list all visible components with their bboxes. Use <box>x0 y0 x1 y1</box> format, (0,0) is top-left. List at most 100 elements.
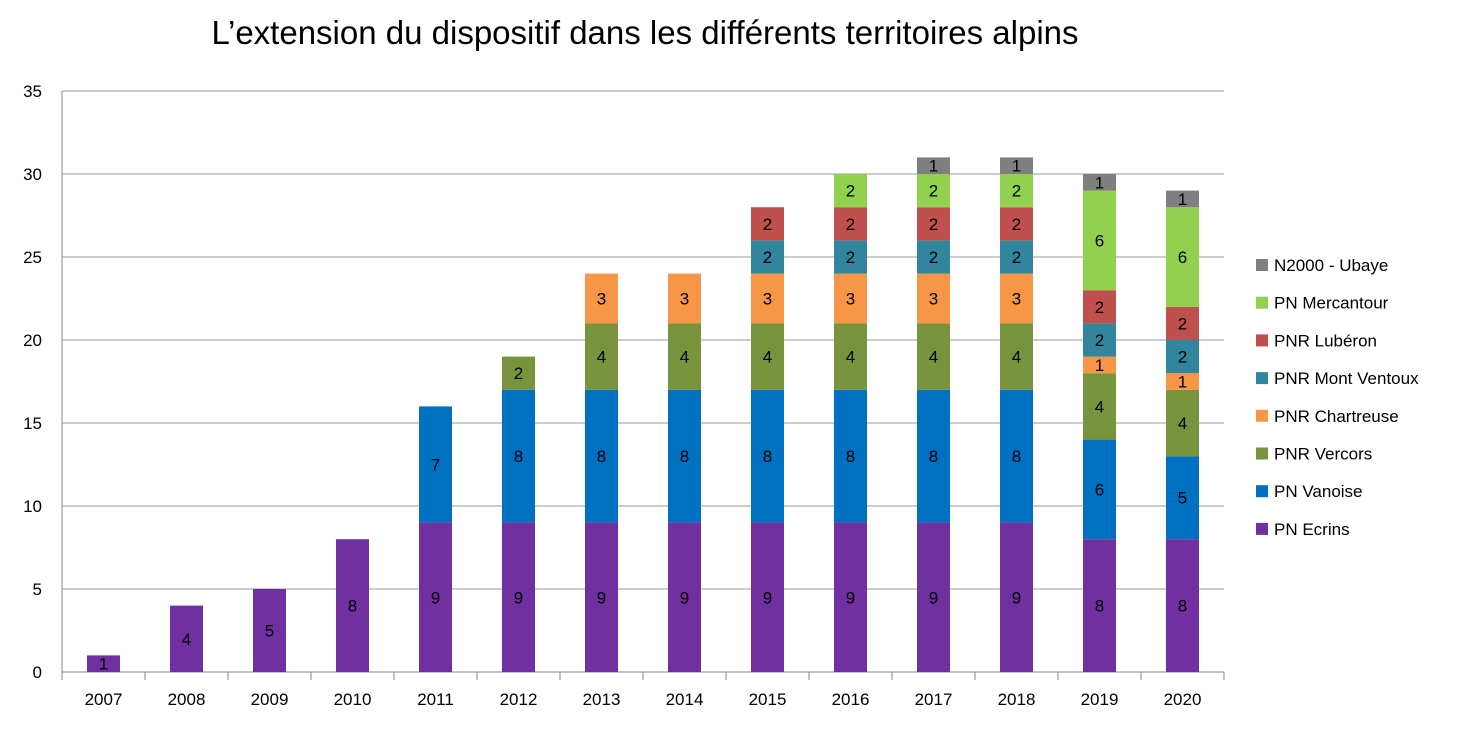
data-label: 1 <box>929 157 938 176</box>
data-label: 8 <box>1178 597 1187 616</box>
bar-segment <box>1083 174 1116 191</box>
bar-segment <box>917 323 950 390</box>
bar-segment <box>419 406 452 523</box>
data-label: 9 <box>763 588 772 607</box>
bar-segment <box>751 389 784 523</box>
data-label: 2 <box>1095 298 1104 317</box>
bar-segment <box>917 240 950 274</box>
x-tick-label: 2019 <box>1081 690 1119 709</box>
data-label: 3 <box>597 290 606 309</box>
bar-segment <box>1000 240 1033 274</box>
bar-segment <box>834 323 867 390</box>
legend-swatch <box>1256 522 1268 535</box>
data-label: 4 <box>763 348 772 367</box>
x-tick-label: 2012 <box>500 690 538 709</box>
legend-swatch <box>1256 485 1268 498</box>
data-label: 9 <box>1012 588 1021 607</box>
bar-segment <box>917 174 950 208</box>
data-label: 8 <box>929 447 938 466</box>
x-tick-label: 2011 <box>417 690 454 709</box>
data-label: 2 <box>1095 331 1104 350</box>
data-label: 8 <box>846 447 855 466</box>
bar-segment <box>585 389 618 523</box>
bar-segment <box>1083 373 1116 440</box>
legend-swatch <box>1256 259 1268 271</box>
data-label: 5 <box>265 622 274 641</box>
bar-segment <box>834 240 867 274</box>
bar-segment <box>834 522 867 672</box>
data-label: 2 <box>1012 215 1021 234</box>
bar-segment <box>1166 190 1199 208</box>
data-label: 3 <box>846 290 855 309</box>
data-label: 2 <box>929 215 938 234</box>
data-label: 4 <box>929 348 938 367</box>
data-label: 2 <box>763 248 772 267</box>
data-label: 4 <box>680 348 689 367</box>
bar-segment <box>1000 174 1033 208</box>
bar-segment <box>668 522 701 672</box>
data-label: 2 <box>846 215 855 234</box>
data-label: 4 <box>182 630 191 649</box>
bar-segment <box>917 157 950 174</box>
bar-segment <box>668 323 701 390</box>
data-label: 4 <box>1095 397 1104 416</box>
bar-segment <box>1083 290 1116 324</box>
data-label: 2 <box>1178 314 1187 333</box>
bar-segment <box>1166 306 1199 340</box>
bar-segment <box>1000 207 1033 241</box>
bar-segment <box>751 323 784 390</box>
bar-segment <box>1083 356 1116 374</box>
data-label: 3 <box>1012 290 1021 309</box>
legend-label: N2000 - Ubaye <box>1274 256 1388 275</box>
bar-segment <box>1000 157 1033 174</box>
legend-swatch <box>1256 447 1268 460</box>
bar-segment <box>1000 389 1033 523</box>
data-label: 4 <box>597 348 606 367</box>
data-label: 9 <box>680 588 689 607</box>
data-label: 3 <box>680 290 689 309</box>
bar-segment <box>917 273 950 324</box>
bar-segment <box>1000 522 1033 672</box>
bar-segment <box>1000 273 1033 324</box>
bar-segment <box>419 522 452 672</box>
data-label: 2 <box>846 248 855 267</box>
bar-segment <box>668 389 701 523</box>
x-tick-label: 2017 <box>915 690 953 709</box>
data-label: 6 <box>1178 248 1187 267</box>
data-label: 2 <box>929 182 938 201</box>
x-tick-label: 2007 <box>85 690 123 709</box>
legend-label: PN Mercantour <box>1274 294 1389 313</box>
bar-segment <box>834 207 867 241</box>
x-tick-label: 2014 <box>666 690 704 709</box>
bar-segment <box>1166 389 1199 457</box>
data-label: 2 <box>1012 248 1021 267</box>
data-label: 9 <box>929 588 938 607</box>
bar-segment <box>336 539 369 672</box>
legend-label: PNR Vercors <box>1274 445 1372 464</box>
bar-segment <box>751 273 784 324</box>
bar-segment <box>170 605 203 672</box>
data-label: 8 <box>1012 447 1021 466</box>
data-label: 8 <box>763 447 772 466</box>
data-label: 2 <box>514 364 523 383</box>
data-label: 8 <box>597 447 606 466</box>
data-label: 2 <box>1012 182 1021 201</box>
bar-segment <box>668 273 701 324</box>
x-tick-label: 2009 <box>251 690 289 709</box>
bar-segment <box>1166 539 1199 672</box>
legend-label: PNR Mont Ventoux <box>1274 369 1419 388</box>
data-label: 4 <box>1178 414 1187 433</box>
data-label: 1 <box>1178 190 1187 209</box>
bar-segment <box>751 207 784 241</box>
chart-title: L’extension du dispositif dans les diffé… <box>211 14 1079 51</box>
data-label: 2 <box>1178 348 1187 367</box>
bar-segment <box>1166 340 1199 374</box>
bar-segment <box>917 522 950 672</box>
legend-swatch <box>1256 372 1268 385</box>
bar-segment <box>1083 190 1116 291</box>
data-label: 3 <box>763 290 772 309</box>
legend-label: PNR Chartreuse <box>1274 407 1399 426</box>
bar-segment <box>834 273 867 324</box>
